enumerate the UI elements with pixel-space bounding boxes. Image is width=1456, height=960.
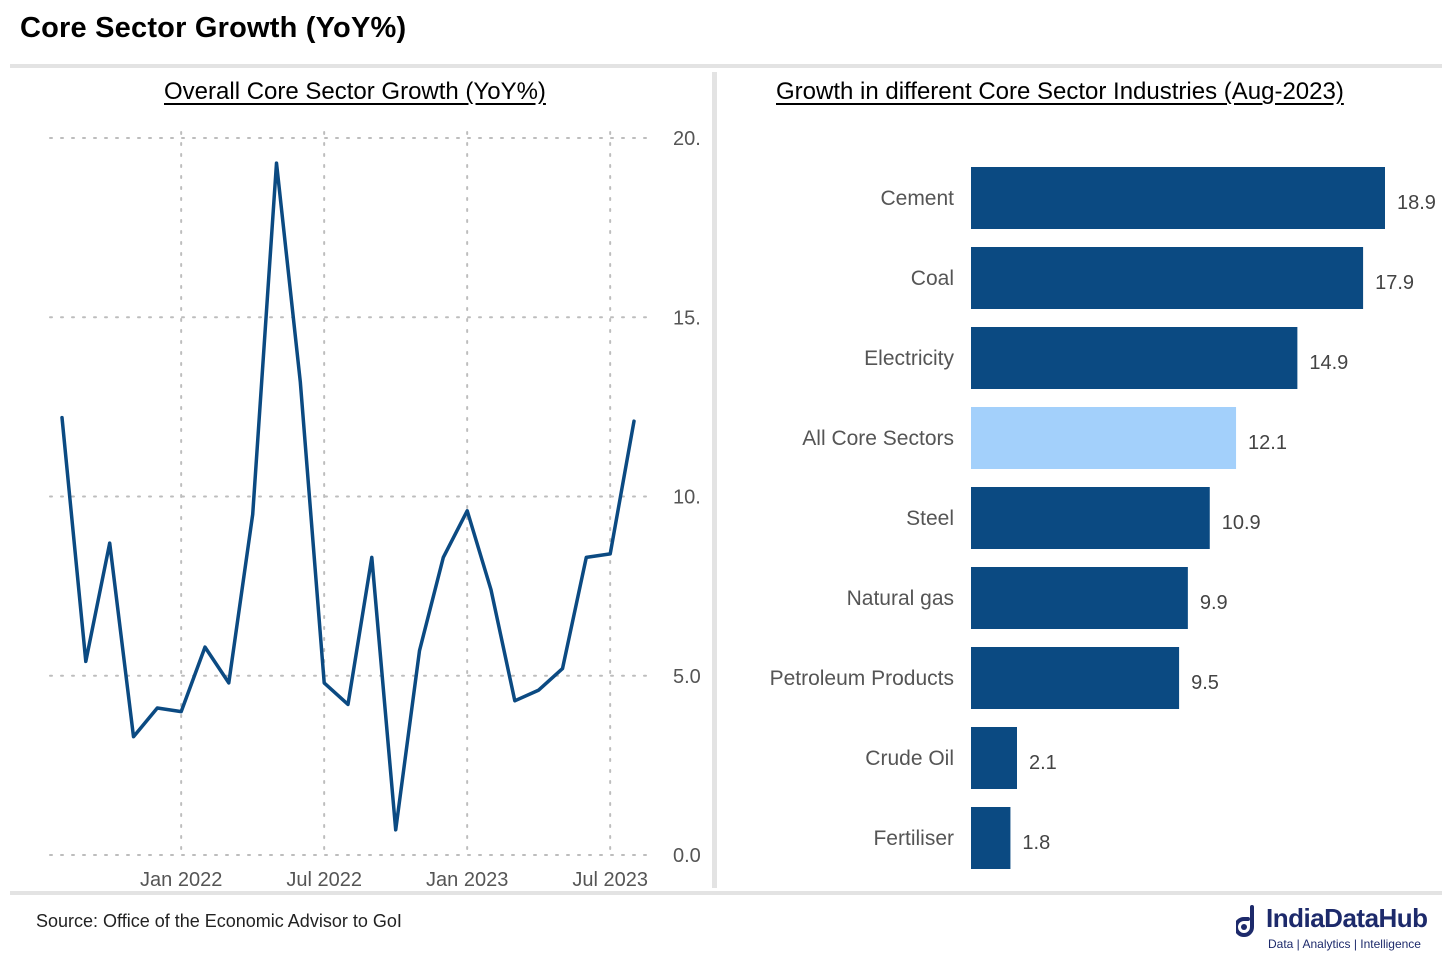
line-chart-title: Overall Core Sector Growth (YoY%) (164, 78, 546, 105)
y-tick-label: 15. (673, 307, 701, 329)
value-label: 18.9 (1397, 192, 1436, 214)
value-label: 9.5 (1191, 672, 1219, 694)
y-tick-label: 10. (673, 487, 701, 509)
page-title: Core Sector Growth (YoY%) (20, 12, 407, 44)
category-label: All Core Sectors (802, 427, 954, 450)
bar (971, 487, 1210, 549)
category-label: Coal (911, 267, 954, 290)
value-label: 12.1 (1248, 432, 1287, 454)
bar (971, 407, 1237, 469)
y-tick-label: 0.0 (673, 845, 701, 867)
category-label: Electricity (864, 347, 954, 370)
bar (971, 247, 1364, 309)
bar (971, 647, 1180, 709)
category-label: Crude Oil (865, 747, 954, 770)
category-label: Steel (906, 507, 954, 530)
value-label: 1.8 (1022, 832, 1050, 854)
logo-tagline: Data | Analytics | Intelligence (1268, 937, 1421, 951)
panel-divider (712, 72, 717, 888)
x-tick-label: Jul 2022 (286, 869, 362, 891)
x-tick-label: Jul 2023 (572, 869, 648, 891)
bar (971, 727, 1017, 789)
top-divider (10, 64, 1442, 68)
value-label: 9.9 (1200, 592, 1228, 614)
bar-chart: Cement 18.9 Coal 17.9 Electricity 14.9 All Cor… (770, 167, 1436, 869)
logo-icon (1236, 905, 1254, 937)
brand-logo: IndiaDataHub Data | Analytics | Intellig… (1236, 903, 1446, 953)
logo-name: IndiaDataHub (1266, 903, 1428, 933)
value-label: 14.9 (1309, 352, 1348, 374)
source-note: Source: Office of the Economic Advisor t… (36, 911, 402, 931)
bar (971, 167, 1385, 229)
bottom-divider (10, 891, 1442, 895)
y-tick-label: 20. (673, 128, 701, 150)
category-label: Cement (880, 187, 954, 210)
bar-chart-title: Growth in different Core Sector Industri… (776, 78, 1344, 105)
x-tick-label: Jan 2022 (140, 869, 222, 891)
line-chart: 0.0 5.0 10. 15. 20. Jan 2022 Jul 2022 Jan 2023 J… (49, 128, 701, 891)
bar (971, 327, 1298, 389)
bar (971, 807, 1011, 869)
bar (971, 567, 1188, 629)
value-label: 10.9 (1222, 512, 1261, 534)
x-tick-label: Jan 2023 (426, 869, 508, 891)
y-tick-label: 5.0 (673, 666, 701, 688)
series-line (60, 161, 636, 832)
category-label: Fertiliser (873, 827, 954, 850)
value-label: 2.1 (1029, 752, 1057, 774)
value-label: 17.9 (1375, 272, 1414, 294)
category-label: Natural gas (847, 587, 954, 610)
category-label: Petroleum Products (770, 667, 954, 690)
